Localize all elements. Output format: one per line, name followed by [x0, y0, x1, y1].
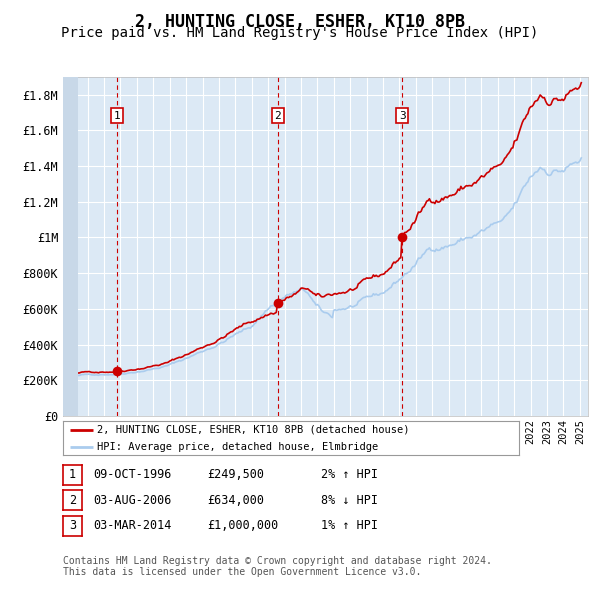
Text: 03-AUG-2006: 03-AUG-2006	[93, 494, 172, 507]
Text: HPI: Average price, detached house, Elmbridge: HPI: Average price, detached house, Elmb…	[97, 442, 379, 452]
Text: This data is licensed under the Open Government Licence v3.0.: This data is licensed under the Open Gov…	[63, 567, 421, 577]
Text: 2% ↑ HPI: 2% ↑ HPI	[321, 468, 378, 481]
Text: 3: 3	[69, 519, 76, 532]
Text: 2: 2	[274, 111, 281, 121]
Text: 03-MAR-2014: 03-MAR-2014	[93, 519, 172, 532]
Text: £634,000: £634,000	[207, 494, 264, 507]
Text: 1: 1	[69, 468, 76, 481]
Text: 2, HUNTING CLOSE, ESHER, KT10 8PB: 2, HUNTING CLOSE, ESHER, KT10 8PB	[135, 13, 465, 31]
Text: 8% ↓ HPI: 8% ↓ HPI	[321, 494, 378, 507]
Text: 1: 1	[113, 111, 120, 121]
Text: 2, HUNTING CLOSE, ESHER, KT10 8PB (detached house): 2, HUNTING CLOSE, ESHER, KT10 8PB (detac…	[97, 425, 410, 435]
Text: £249,500: £249,500	[207, 468, 264, 481]
Text: 3: 3	[399, 111, 406, 121]
Text: Price paid vs. HM Land Registry's House Price Index (HPI): Price paid vs. HM Land Registry's House …	[61, 26, 539, 40]
Text: 2: 2	[69, 494, 76, 507]
Text: Contains HM Land Registry data © Crown copyright and database right 2024.: Contains HM Land Registry data © Crown c…	[63, 556, 492, 566]
Text: 1% ↑ HPI: 1% ↑ HPI	[321, 519, 378, 532]
Text: 09-OCT-1996: 09-OCT-1996	[93, 468, 172, 481]
Text: £1,000,000: £1,000,000	[207, 519, 278, 532]
